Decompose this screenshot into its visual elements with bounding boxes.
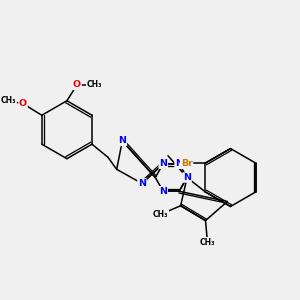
Text: N: N bbox=[175, 159, 183, 168]
Text: O: O bbox=[73, 80, 81, 89]
Text: N: N bbox=[138, 179, 146, 188]
Text: CH₃: CH₃ bbox=[200, 238, 215, 247]
Text: N: N bbox=[159, 159, 167, 168]
Text: N: N bbox=[118, 136, 126, 146]
Text: CH₃: CH₃ bbox=[1, 96, 16, 105]
Text: N: N bbox=[159, 187, 167, 196]
Text: O: O bbox=[19, 99, 27, 108]
Text: N: N bbox=[183, 173, 191, 182]
Text: CH₃: CH₃ bbox=[87, 80, 102, 89]
Text: Br: Br bbox=[181, 158, 193, 167]
Text: CH₃: CH₃ bbox=[153, 210, 168, 219]
